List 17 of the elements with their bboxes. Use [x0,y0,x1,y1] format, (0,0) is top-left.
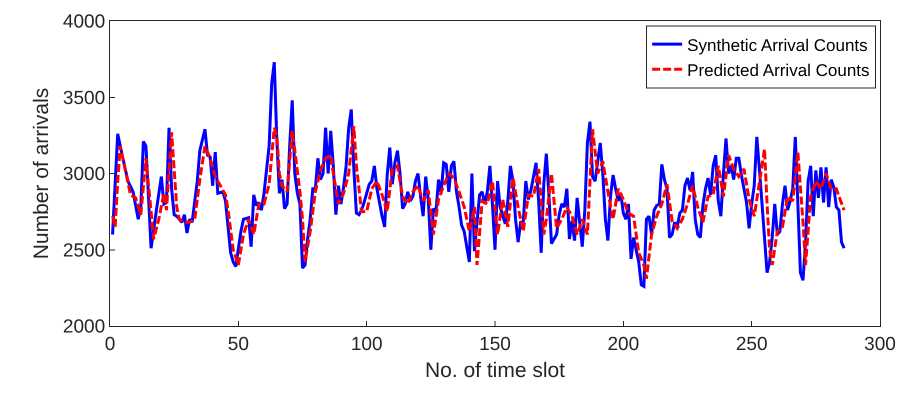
x-tick-label: 200 [607,334,640,355]
y-tick-label: 3500 [62,88,106,109]
y-tick-label: 3000 [62,164,106,186]
y-axis-title: Number of arrivals [30,88,54,260]
line-series [111,124,846,280]
x-axis-title: No. of time slot [424,359,566,382]
x-tick-label: 250 [736,334,768,355]
x-tick-label: 0 [104,334,116,355]
x-tick-label: 150 [479,334,511,355]
y-tick-label: 2000 [62,316,106,338]
x-tick-label: 300 [864,334,896,355]
x-tick-label: 50 [228,334,249,355]
y-tick-label: 4000 [62,12,106,33]
legend-label: Predicted Arrival Counts [687,60,870,80]
y-tick-label: 2500 [62,240,106,262]
x-tick-label: 100 [350,334,383,355]
legend-label: Synthetic Arrival Counts [687,36,868,55]
